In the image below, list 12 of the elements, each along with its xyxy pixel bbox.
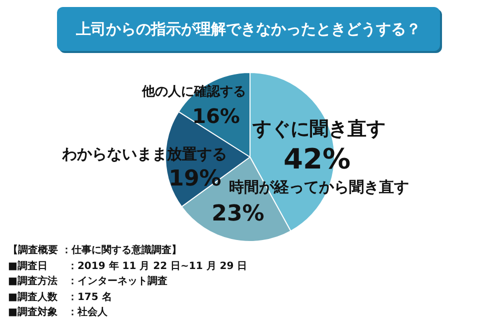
text: ■調査日 ：2019 年 11 月 22 日~11 月 29 日 (8, 259, 248, 274)
text: 【調査概要 ：仕事に関する意識調査】 (8, 243, 182, 258)
data-label: 23% (212, 202, 264, 227)
slice-label: 他の人に確認する (141, 83, 246, 100)
text: ■調査方法 ：インターネット調査 (8, 274, 168, 289)
text: ■調査対象 ：社会人 (8, 305, 108, 320)
slice-label: すぐに聞き直す (252, 118, 386, 140)
data-label: 19% (168, 166, 222, 192)
slice-label: わからないまま放置する (61, 144, 227, 163)
data-label: 16% (192, 104, 240, 128)
text: ■調査人数 ：175 名 (8, 290, 113, 304)
chart-title: 上司からの指示が理解できなかったときどうする？ (57, 7, 440, 51)
